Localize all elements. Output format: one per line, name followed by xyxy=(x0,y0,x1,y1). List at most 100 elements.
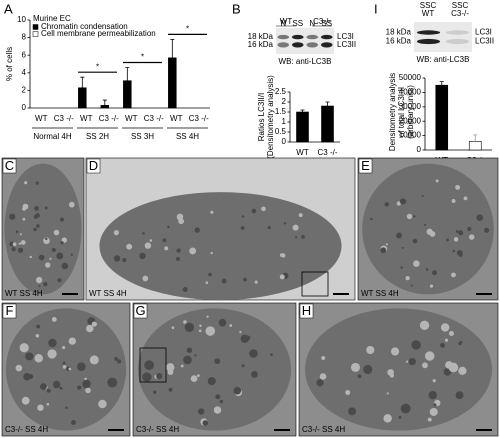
error-bar xyxy=(170,38,175,58)
blot-image xyxy=(276,28,334,54)
panel-label: E xyxy=(361,158,370,173)
organelle xyxy=(413,260,420,267)
organelle xyxy=(435,179,439,183)
organelle xyxy=(21,207,25,211)
organelle xyxy=(387,369,394,376)
image-caption: WT SS 4H xyxy=(5,289,43,298)
x-tick-label: C3 -/- xyxy=(54,114,74,123)
marker-label: 16 kDa xyxy=(386,37,412,46)
organelle xyxy=(476,214,484,222)
organelle xyxy=(59,217,65,222)
image-caption: C3-/- SS 4H xyxy=(302,425,345,434)
lane-group-label: C3-/- xyxy=(313,17,331,26)
lane-label: N xyxy=(280,19,286,28)
organelle xyxy=(17,247,24,253)
organelle xyxy=(62,365,67,369)
cell xyxy=(304,308,493,431)
organelle xyxy=(122,257,127,263)
organelle xyxy=(444,338,449,342)
organelle xyxy=(363,364,373,375)
organelle xyxy=(455,391,464,400)
organelle xyxy=(35,333,40,338)
organelle xyxy=(59,386,63,390)
error-bar xyxy=(439,81,444,86)
image-caption: WT SS 4H xyxy=(361,289,399,298)
image-caption: C3-/- SS 4H xyxy=(5,425,48,434)
organelle xyxy=(452,249,456,253)
error-bar xyxy=(125,67,130,81)
cell xyxy=(5,308,127,431)
organelle xyxy=(40,383,47,391)
organelle xyxy=(142,372,152,382)
organelle xyxy=(114,357,119,361)
organelle xyxy=(421,195,424,198)
organelle xyxy=(357,374,362,379)
blot-band xyxy=(306,42,319,48)
organelle xyxy=(162,238,167,243)
x-tick-label: C3 -/- xyxy=(189,114,209,123)
organelle xyxy=(422,362,428,369)
y-tick-label: 10000 xyxy=(399,131,422,140)
organelle xyxy=(440,323,450,332)
inset-box xyxy=(139,347,167,383)
blot-band xyxy=(306,34,319,40)
bar xyxy=(100,105,110,109)
bar xyxy=(123,80,132,109)
y-tick-label: 0 xyxy=(282,137,287,146)
organelle xyxy=(12,242,17,247)
significance-mark: * xyxy=(96,62,99,71)
organelle xyxy=(68,367,72,371)
x-tick-label: C3 -/- xyxy=(99,114,119,123)
organelle xyxy=(451,198,456,203)
cell xyxy=(362,163,494,295)
organelle xyxy=(454,363,457,367)
organelle xyxy=(205,281,209,285)
panel-label: D xyxy=(89,158,98,173)
organelle xyxy=(424,351,435,361)
organelle xyxy=(61,262,69,270)
organelle xyxy=(23,373,31,381)
organelle xyxy=(139,252,146,260)
organelle xyxy=(385,243,388,246)
organelle xyxy=(144,242,152,249)
organelle xyxy=(22,203,29,210)
organelle xyxy=(210,210,214,214)
organelle xyxy=(57,278,62,283)
organelle xyxy=(142,275,149,282)
organelle xyxy=(241,364,245,368)
organelle xyxy=(366,345,375,355)
y-tick-label: 6 xyxy=(22,50,27,59)
organelle xyxy=(316,379,324,387)
organelle xyxy=(453,237,459,242)
organelle xyxy=(425,268,429,271)
organelle xyxy=(18,242,22,245)
band-label: LC3I xyxy=(475,28,492,37)
organelle xyxy=(448,330,455,337)
organelle xyxy=(229,324,233,327)
organelle xyxy=(432,379,436,383)
organelle xyxy=(405,275,410,281)
organelle xyxy=(34,354,43,363)
lane-group-label: C3-/- xyxy=(451,9,469,18)
group-label: SS 4H xyxy=(176,132,199,141)
marker-label: 18 kDa xyxy=(248,32,274,41)
y-tick-label: 2.5 xyxy=(275,87,287,96)
organelle xyxy=(38,254,45,261)
organelle xyxy=(270,353,273,356)
x-tick-label: WT xyxy=(35,114,48,123)
x-tick-label: C3 -/- xyxy=(318,148,338,157)
organelle xyxy=(68,201,75,208)
bar xyxy=(296,111,309,143)
organelle xyxy=(53,229,60,236)
cell xyxy=(99,192,342,300)
band-label: LC3II xyxy=(337,40,356,49)
blot-band xyxy=(291,34,304,40)
organelle xyxy=(400,403,411,414)
organelle xyxy=(429,284,434,288)
blot-band xyxy=(416,38,441,45)
legend-swatch xyxy=(32,31,39,37)
panel-label-box xyxy=(133,303,148,319)
organelle xyxy=(36,224,40,228)
organelle xyxy=(241,215,245,218)
blot-band xyxy=(320,42,333,48)
